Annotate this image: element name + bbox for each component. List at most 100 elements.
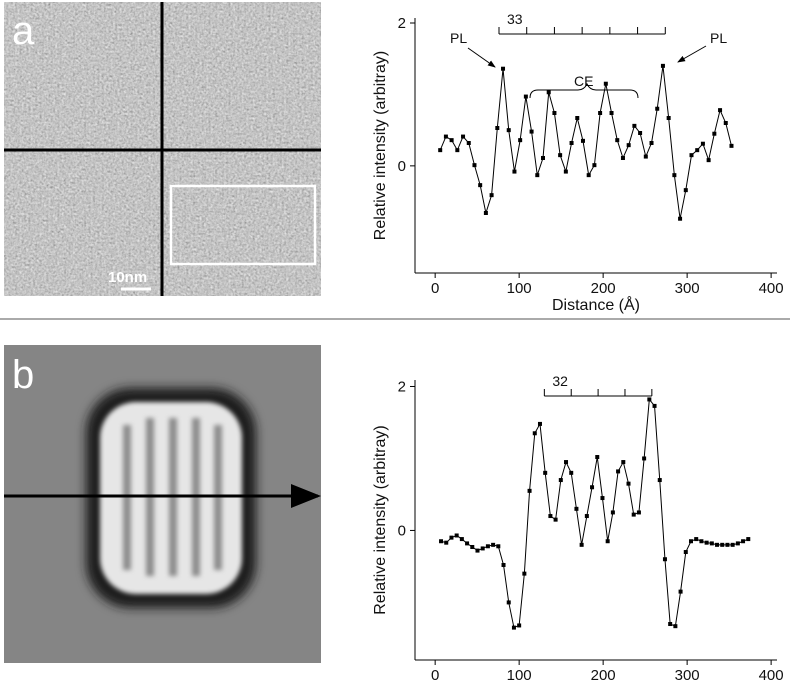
data-point bbox=[483, 211, 488, 215]
x-tick-label: 400 bbox=[759, 280, 784, 297]
data-point bbox=[517, 623, 522, 628]
data-point bbox=[480, 546, 485, 551]
data-point bbox=[449, 138, 454, 143]
data-point bbox=[466, 141, 471, 145]
data-point bbox=[678, 216, 683, 221]
x-axis-title: Distance (Å) bbox=[552, 295, 640, 314]
data-point bbox=[615, 138, 620, 143]
data-point bbox=[704, 540, 709, 545]
data-point bbox=[626, 143, 631, 148]
data-point bbox=[735, 541, 740, 546]
data-line bbox=[439, 65, 732, 219]
data-point bbox=[730, 542, 735, 547]
data-point bbox=[688, 539, 693, 544]
data-point bbox=[720, 542, 725, 547]
data-point bbox=[558, 153, 563, 158]
data-point bbox=[543, 470, 548, 475]
data-point bbox=[600, 496, 605, 501]
data-point bbox=[461, 134, 466, 139]
data-point bbox=[598, 111, 603, 115]
data-point bbox=[647, 397, 652, 402]
x-tick-label: 100 bbox=[507, 280, 532, 297]
data-point bbox=[666, 116, 671, 120]
data-point bbox=[632, 123, 637, 128]
period-label: 32 bbox=[552, 373, 568, 389]
data-point bbox=[652, 403, 657, 408]
y-tick-label: 0 bbox=[398, 158, 406, 175]
data-point bbox=[683, 188, 688, 193]
data-point bbox=[616, 469, 621, 474]
data-point bbox=[546, 90, 551, 95]
x-tick-label: 300 bbox=[675, 667, 700, 681]
data-point bbox=[595, 455, 600, 460]
x-tick-label: 100 bbox=[507, 667, 532, 681]
data-point bbox=[535, 173, 540, 178]
data-point bbox=[638, 131, 643, 135]
x-tick-label: 0 bbox=[431, 280, 439, 297]
data-point bbox=[541, 156, 546, 160]
data-point bbox=[590, 485, 595, 490]
x-tick-label: 200 bbox=[591, 280, 616, 297]
data-point bbox=[523, 94, 528, 99]
x-tick-label: 400 bbox=[759, 667, 784, 681]
scale-bar-label: 10nm bbox=[108, 269, 147, 286]
data-point bbox=[694, 537, 699, 542]
data-point bbox=[529, 129, 534, 134]
period-label: 33 bbox=[507, 11, 523, 27]
class-average: b bbox=[4, 345, 321, 663]
data-point bbox=[443, 134, 448, 139]
data-point bbox=[569, 141, 574, 145]
data-point bbox=[489, 193, 494, 198]
data-point bbox=[712, 131, 717, 136]
data-point bbox=[700, 141, 705, 146]
data-point bbox=[636, 510, 641, 515]
data-point bbox=[610, 510, 615, 515]
data-point bbox=[506, 128, 511, 133]
data-point bbox=[548, 514, 553, 519]
data-point bbox=[511, 625, 516, 630]
data-point bbox=[472, 163, 477, 168]
data-point bbox=[657, 478, 662, 483]
data-point bbox=[668, 622, 673, 627]
data-point bbox=[655, 106, 660, 111]
data-point bbox=[439, 539, 444, 544]
annotation: PL bbox=[450, 30, 467, 46]
data-point bbox=[491, 542, 496, 547]
x-tick-label: 0 bbox=[431, 667, 439, 681]
data-point bbox=[586, 173, 591, 178]
data-point bbox=[575, 116, 580, 120]
data-point bbox=[660, 63, 665, 68]
data-point bbox=[465, 541, 470, 546]
data-point bbox=[501, 66, 506, 71]
annotation: CE bbox=[574, 73, 593, 89]
data-point bbox=[662, 557, 667, 562]
y-tick-label: 0 bbox=[398, 522, 406, 539]
data-point bbox=[455, 148, 460, 153]
data-point bbox=[683, 550, 688, 555]
data-point bbox=[527, 488, 532, 493]
data-point bbox=[746, 537, 751, 542]
data-point bbox=[609, 111, 614, 115]
data-point bbox=[495, 126, 500, 130]
data-line bbox=[440, 398, 749, 629]
data-point bbox=[569, 470, 574, 475]
x-tick-label: 200 bbox=[591, 667, 616, 681]
data-point bbox=[444, 540, 449, 545]
data-point bbox=[501, 562, 506, 567]
data-point bbox=[706, 158, 711, 163]
data-point bbox=[699, 539, 704, 544]
data-point bbox=[518, 138, 523, 143]
panel-label: b bbox=[12, 353, 34, 397]
micrograph: a 10nm bbox=[4, 2, 321, 296]
y-tick-label: 2 bbox=[398, 15, 406, 32]
y-tick-label: 2 bbox=[398, 378, 406, 395]
data-point bbox=[579, 542, 584, 547]
data-point bbox=[438, 148, 443, 153]
y-axis-title: Relative intensity (arbitray) bbox=[372, 51, 389, 240]
data-point bbox=[564, 460, 569, 465]
data-point bbox=[709, 541, 714, 546]
x-tick-label: 300 bbox=[675, 280, 700, 297]
data-point bbox=[522, 571, 527, 576]
data-point bbox=[574, 506, 579, 511]
